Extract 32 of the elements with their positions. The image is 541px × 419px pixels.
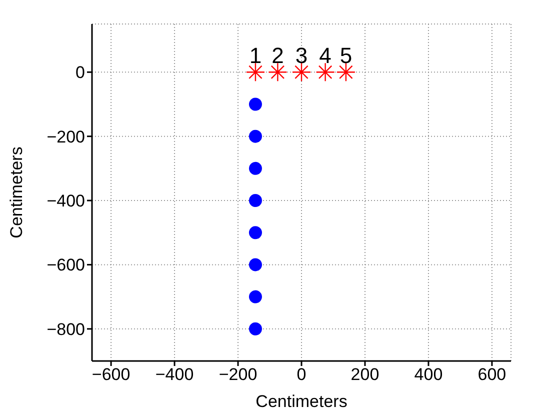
point [268, 62, 288, 82]
point [246, 62, 266, 82]
x-tick-label: 0 [296, 365, 306, 384]
y-tick-label: −400 [46, 192, 85, 211]
y-axis-title: Centimeters [7, 146, 26, 238]
annotation: 2 [272, 43, 284, 68]
annotation: 3 [295, 43, 308, 68]
point [248, 162, 262, 175]
x-tick-label: −600 [92, 365, 130, 384]
y-tick-label: 0 [76, 63, 85, 82]
point [248, 258, 262, 272]
annotation: 1 [249, 43, 262, 68]
x-tick-label: 400 [414, 365, 443, 384]
y-tick-label: −200 [46, 127, 85, 146]
x-tick-label: 200 [350, 365, 380, 384]
annotation: 5 [340, 43, 352, 68]
annotation: 4 [319, 43, 332, 68]
point [248, 98, 262, 111]
x-tick-label: −200 [218, 365, 258, 384]
point [248, 194, 262, 208]
x-tick-label: −400 [155, 365, 194, 384]
x-axis-title: Centimeters [256, 392, 348, 411]
point [248, 226, 262, 240]
point [336, 62, 356, 82]
y-tick-label: −800 [46, 320, 85, 339]
point [248, 130, 262, 143]
point [248, 322, 262, 336]
y-tick-label: −600 [46, 256, 85, 275]
point [292, 62, 312, 82]
point [248, 290, 262, 304]
point [316, 62, 335, 82]
x-tick-label: 600 [478, 365, 506, 384]
